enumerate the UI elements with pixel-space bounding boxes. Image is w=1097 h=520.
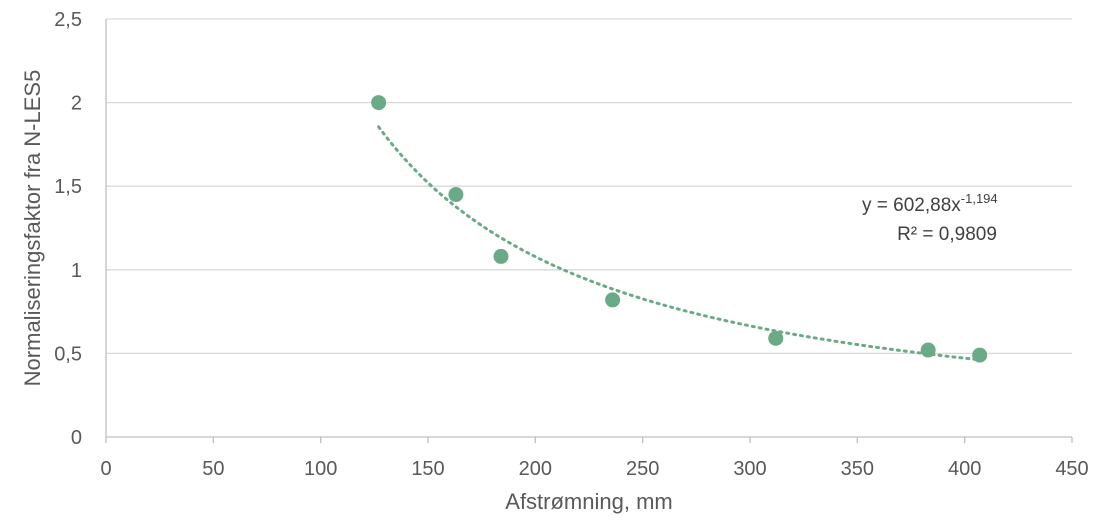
- x-tick-label-6: 300: [733, 458, 766, 480]
- y-tick-label-3: 1,5: [54, 176, 82, 198]
- data-point-0-2: [493, 248, 509, 264]
- data-point-0-0: [371, 95, 387, 111]
- data-point-0-3: [605, 292, 621, 308]
- y-tick-label-1: 0,5: [54, 343, 82, 365]
- x-tick-label-9: 450: [1055, 458, 1088, 480]
- trendline-equation: y = 602,88x-1,194: [862, 191, 998, 216]
- trendline-r-squared: R² = 0,9809: [897, 224, 997, 245]
- y-tick-label-4: 2: [71, 93, 82, 115]
- y-tick-label-2: 1: [71, 260, 82, 282]
- y-tick-label-5: 2,5: [54, 9, 82, 31]
- x-tick-label-7: 350: [841, 458, 874, 480]
- x-tick-label-0: 0: [100, 458, 111, 480]
- data-points: [371, 95, 988, 363]
- x-tick-labels: 0 50 100 150 200 250 300 350 400 450: [100, 458, 1088, 480]
- x-tick-label-1: 50: [202, 458, 224, 480]
- trendline-equation-exponent: -1,194: [961, 191, 998, 206]
- trendline: [377, 125, 982, 362]
- x-tick-label-3: 150: [411, 458, 444, 480]
- y-tick-labels: 0 0,5 1 1,5 2 2,5: [54, 9, 82, 449]
- data-point-0-5: [920, 342, 936, 358]
- data-point-0-1: [448, 187, 464, 203]
- trendline-equation-base: y = 602,88x: [862, 195, 961, 216]
- gridlines: [106, 18, 1072, 355]
- data-point-0-4: [768, 330, 784, 346]
- axes: [105, 19, 1073, 443]
- x-tick-label-2: 100: [304, 458, 337, 480]
- y-tick-label-0: 0: [71, 427, 82, 449]
- x-tick-label-8: 400: [948, 458, 981, 480]
- data-point-0-6: [972, 347, 988, 363]
- x-tick-label-5: 250: [626, 458, 659, 480]
- x-tick-label-4: 200: [519, 458, 552, 480]
- x-axis-title: Afstrømning, mm: [505, 489, 672, 514]
- y-axis-title: Normaliseringsfaktor fra N-LES5: [20, 70, 45, 387]
- trendline-curve: [377, 125, 982, 362]
